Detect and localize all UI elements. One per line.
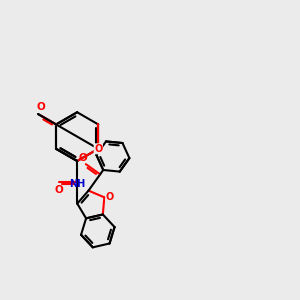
- Text: O: O: [79, 153, 87, 163]
- Text: O: O: [94, 144, 102, 154]
- Text: O: O: [37, 102, 46, 112]
- Text: O: O: [55, 185, 63, 195]
- Text: NH: NH: [69, 178, 85, 188]
- Text: O: O: [106, 192, 114, 202]
